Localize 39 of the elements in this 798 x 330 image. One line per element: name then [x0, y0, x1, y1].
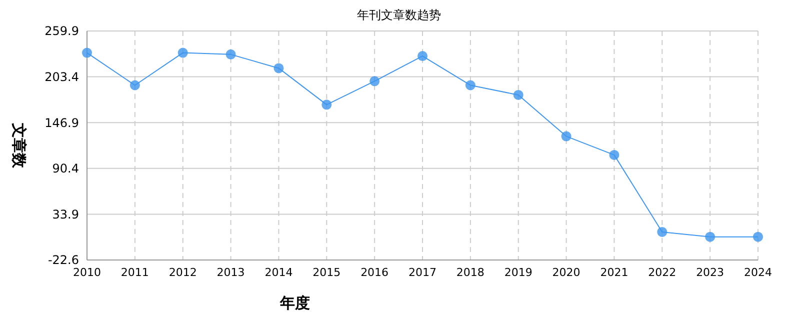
x-tick-label: 2010	[73, 266, 101, 279]
point	[418, 51, 428, 62]
point	[609, 150, 620, 160]
point	[370, 76, 380, 86]
x-tick-label: 2023	[696, 266, 724, 279]
x-tick-label: 2019	[504, 266, 532, 279]
x-tick-label: 2014	[264, 266, 293, 279]
point	[657, 226, 668, 237]
y-tick-label: 203.4	[44, 70, 79, 84]
y-tick-label: 259.9	[44, 24, 79, 38]
y-tick-label: -22.6	[48, 253, 79, 268]
point	[130, 80, 140, 90]
point	[705, 232, 716, 242]
y-tick-label: 146.9	[44, 116, 79, 130]
point	[274, 63, 284, 74]
point	[513, 90, 524, 100]
point	[561, 131, 572, 142]
y-axis-title: 文章数	[10, 122, 28, 169]
x-tick-label: 2020	[552, 266, 580, 279]
x-tick-label: 2024	[744, 266, 772, 279]
y-tick-label: 33.9	[52, 207, 79, 222]
chart-title: 年刊文章数趋势	[357, 8, 441, 22]
point	[465, 80, 476, 90]
point	[753, 232, 763, 242]
point	[226, 49, 236, 60]
x-tick-label: 2018	[456, 266, 484, 279]
x-tick-label: 2011	[120, 266, 149, 279]
point	[82, 48, 92, 58]
x-tick-label: 2022	[648, 266, 676, 279]
point	[178, 48, 188, 58]
x-tick-label: 2015	[312, 266, 341, 279]
x-tick-label: 2013	[216, 266, 245, 279]
x-tick-label: 2016	[360, 266, 389, 279]
y-tick-label: 90.4	[52, 162, 79, 176]
x-tick-label: 2017	[408, 266, 436, 279]
x-tick-label: 2012	[168, 266, 197, 279]
point	[322, 100, 332, 110]
x-axis-title: 年度	[279, 294, 310, 312]
x-tick-label: 2021	[600, 266, 628, 279]
